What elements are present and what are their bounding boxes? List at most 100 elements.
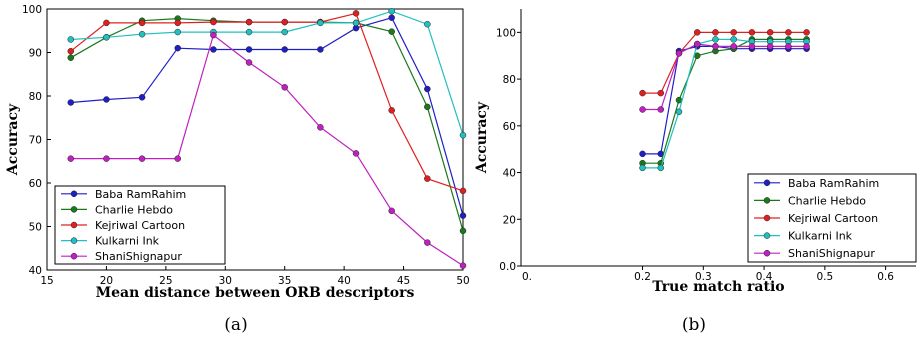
series-line [642,38,807,169]
legend-swatch-marker [70,206,78,213]
figure-caption: (a) [224,315,247,335]
x-tick-label: 30 [219,275,232,287]
series-line [70,10,464,136]
data-point [657,106,665,113]
legend-label: ShaniShignapur [788,247,875,260]
legend-label: Baba RamRahim [788,177,879,190]
data-point [639,106,646,113]
data-point [424,20,431,28]
data-point [388,28,395,35]
data-point [675,50,683,57]
data-point [639,164,646,172]
data-point [103,155,110,162]
legend-swatch-marker [763,249,771,257]
y-tick-label: 60 [29,178,42,190]
data-point [281,18,288,26]
legend-swatch-marker [763,232,771,239]
data-point [785,43,792,50]
data-point [103,19,110,27]
legend-label: Kejriwal Cartoon [95,219,185,232]
x-tick-label: 35 [278,275,291,287]
data-point [388,207,395,215]
data-point [712,29,719,36]
data-point [766,43,774,50]
x-tick-label: 20 [100,275,113,287]
data-point [281,46,288,53]
data-point [693,29,701,36]
chart-a: 15 20 25 30 35 40 45 50 40 50 60 70 80 90 100 Mean dist… [5,4,470,335]
y-tick-label: 80 [503,74,516,86]
data-point [103,96,110,103]
legend-label: Kulkarni Ink [95,235,160,248]
x-tick-label: 0.4 [756,271,773,283]
series-line [642,38,807,164]
data-point [803,29,810,36]
data-point [459,212,467,219]
data-point [712,43,719,50]
data-point [388,107,395,114]
data-point [210,31,217,39]
y-tick-label: 40 [29,265,42,277]
data-point [657,89,665,97]
data-point [138,155,146,162]
y-tick-label: 100 [22,4,42,16]
legend-label: Kulkarni Ink [788,230,853,243]
x-tick-label: 45 [397,275,410,287]
data-point [424,103,431,111]
legend-swatch-marker [763,214,771,222]
y-tick-label: 70 [29,135,42,147]
data-point [785,29,792,36]
data-point [657,164,665,172]
data-point [459,262,467,269]
data-point [281,84,288,91]
x-axis-title: True match ratio [652,279,784,295]
data-point [675,108,683,116]
legend-label: ShaniShignapur [95,250,182,263]
y-tick-label: 60 [503,121,516,133]
legend-swatch-marker [763,179,771,187]
figure-caption: (b) [682,315,706,335]
data-point [67,47,75,55]
x-tick-label: 0. [522,271,532,283]
data-point [730,29,737,36]
legend-swatch-marker [763,197,771,204]
data-point [352,19,360,27]
series-line [642,43,807,111]
data-point [424,175,431,182]
x-tick-label: 0.3 [695,271,712,283]
data-point [210,46,217,53]
data-point [317,19,324,27]
data-point [103,34,110,41]
data-point [748,29,756,36]
x-tick-label: 25 [159,275,172,287]
y-tick-label: 90 [29,48,42,60]
data-point [352,150,360,157]
legend-label: Charlie Hebdo [788,194,866,207]
x-tick-label: 50 [456,275,469,287]
data-point [730,36,737,43]
series-line [70,16,464,216]
x-tick-label: 15 [40,275,53,287]
y-tick-label: 20 [503,214,516,226]
data-point [317,124,324,131]
data-point [639,150,646,158]
data-point [174,28,181,36]
data-point [245,18,253,26]
x-tick-label: 0.5 [816,271,833,283]
data-point [67,54,75,61]
data-point [174,19,181,27]
legend-label: Charlie Hebdo [95,203,173,216]
data-point [459,131,467,139]
data-point [67,155,75,162]
data-point [712,36,719,43]
y-tick-label: 100 [496,27,516,39]
data-point [639,89,646,97]
data-point [138,19,146,27]
data-point [424,85,431,93]
data-point [174,44,181,52]
x-tick-label: 40 [337,275,350,287]
legend-swatch-marker [70,221,78,229]
series-line [642,45,807,155]
x-tick-label: 0.2 [634,271,651,283]
y-tick-label: 40 [503,168,516,180]
